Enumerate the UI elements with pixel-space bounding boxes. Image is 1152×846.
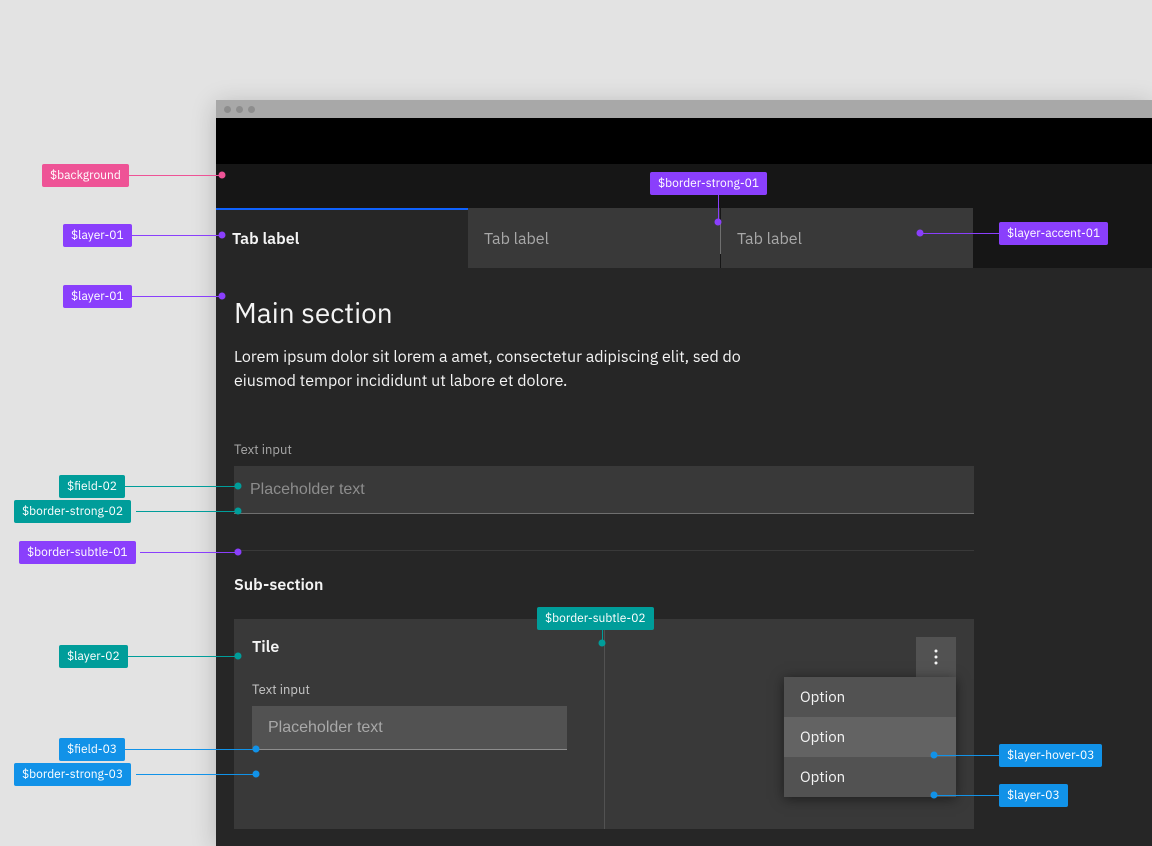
menu-option-label: Option	[800, 728, 845, 747]
menu-option-label: Option	[800, 768, 845, 787]
tile-input-label: Text input	[252, 681, 586, 698]
text-input[interactable]	[234, 466, 974, 514]
traffic-light-icon	[248, 106, 255, 113]
tab-label: Tab label	[484, 229, 549, 249]
tile-title: Tile	[252, 637, 586, 657]
annotation-border-strong01: $border-strong-01	[650, 172, 767, 195]
overflow-icon	[934, 649, 938, 665]
subsection-title: Sub-section	[234, 575, 1134, 595]
section-title: Main section	[234, 294, 1134, 331]
menu-option-1[interactable]: Option	[784, 677, 956, 717]
window-titlebar	[216, 100, 1152, 118]
tab-2[interactable]: Tab label	[468, 208, 720, 268]
annotation-layer01-b: $layer-01	[63, 285, 132, 308]
text-input-label: Text input	[234, 441, 1134, 458]
section-description: Lorem ipsum dolor sit lorem a amet, cons…	[234, 345, 754, 393]
menu-option-2[interactable]: Option	[784, 717, 956, 757]
annotation-field03: $field-03	[59, 738, 125, 761]
annotation-layer02: $layer-02	[59, 645, 128, 668]
browser-window: Tab label Tab label Tab label Main secti…	[216, 100, 1152, 846]
annotation-border-strong02: $border-strong-02	[14, 500, 131, 523]
annotation-border-subtle01: $border-subtle-01	[19, 541, 136, 564]
tab-label: Tab label	[232, 229, 299, 249]
annotation-layer-hover03: $layer-hover-03	[999, 744, 1102, 767]
traffic-light-icon	[236, 106, 243, 113]
menu-option-3[interactable]: Option	[784, 757, 956, 797]
section-divider	[234, 550, 974, 551]
annotation-border-strong03: $border-strong-03	[14, 763, 131, 786]
tile-left: Tile Text input	[234, 619, 604, 829]
app-header	[216, 118, 1152, 164]
menu-option-label: Option	[800, 688, 845, 707]
annotation-field02: $field-02	[59, 475, 125, 498]
annotation-layer01-a: $layer-01	[63, 224, 132, 247]
annotation-background: $background	[42, 164, 129, 187]
tab-label: Tab label	[737, 229, 802, 249]
tile-right: Option Option Option	[604, 619, 974, 829]
tab-list: Tab label Tab label Tab label	[216, 208, 973, 268]
annotation-layer03: $layer-03	[999, 784, 1068, 807]
annotation-layer-accent01: $layer-accent-01	[999, 222, 1108, 245]
traffic-light-icon	[224, 106, 231, 113]
annotation-border-subtle02: $border-subtle-02	[537, 607, 654, 630]
tile-row: Tile Text input Option Option	[234, 619, 974, 829]
tab-1[interactable]: Tab label	[216, 208, 468, 268]
design-spec-canvas: $background $layer-01 $layer-01 $field-0…	[0, 0, 1152, 846]
tab-3[interactable]: Tab label	[721, 208, 973, 268]
overflow-menu: Option Option Option	[784, 677, 956, 797]
overflow-menu-button[interactable]	[916, 637, 956, 677]
tile-text-input[interactable]	[252, 706, 567, 750]
